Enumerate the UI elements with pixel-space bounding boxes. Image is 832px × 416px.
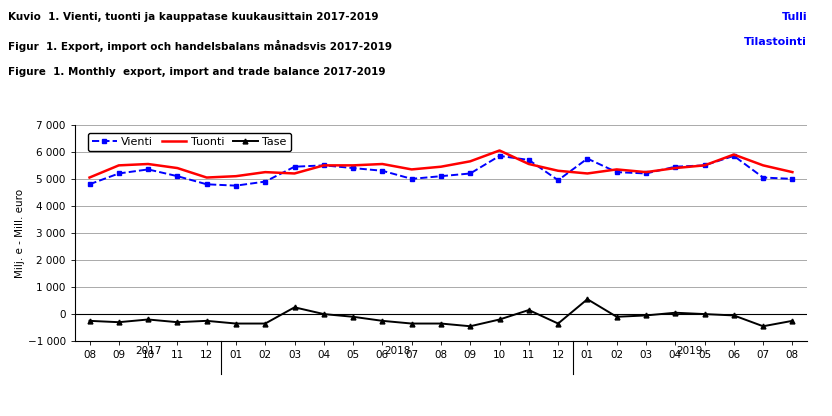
Tuonti <box>85 175 95 180</box>
Tase <box>700 312 710 317</box>
Vienti <box>172 174 182 179</box>
Vienti <box>758 175 768 180</box>
Vienti <box>671 164 681 169</box>
Text: 2018: 2018 <box>384 346 410 356</box>
Vienti <box>612 170 622 175</box>
Vienti <box>436 174 446 179</box>
Vienti <box>114 171 124 176</box>
Tuonti <box>494 148 504 153</box>
Tuonti <box>172 166 182 171</box>
Text: Kuvio  1. Vienti, tuonti ja kauppatase kuukausittain 2017-2019: Kuvio 1. Vienti, tuonti ja kauppatase ku… <box>8 12 379 22</box>
Tase <box>671 310 681 315</box>
Tuonti <box>465 159 475 164</box>
Tase <box>378 318 388 323</box>
Tuonti <box>260 170 270 175</box>
Tuonti <box>290 171 300 176</box>
Vienti <box>348 166 358 171</box>
Tuonti <box>407 167 417 172</box>
Vienti <box>260 179 270 184</box>
Tuonti <box>612 167 622 172</box>
Vienti <box>290 164 300 169</box>
Vienti <box>201 182 211 187</box>
Tase <box>758 324 768 329</box>
Tase <box>85 318 95 323</box>
Text: 2017: 2017 <box>135 346 161 356</box>
Tase <box>201 318 211 323</box>
Tase <box>290 305 300 310</box>
Text: Tulli: Tulli <box>781 12 807 22</box>
Tase <box>436 321 446 326</box>
Tuonti <box>641 170 651 175</box>
Text: Figur  1. Export, import och handelsbalans månadsvis 2017-2019: Figur 1. Export, import och handelsbalan… <box>8 40 393 52</box>
Vienti <box>85 182 95 187</box>
Vienti <box>407 176 417 181</box>
Tuonti <box>114 163 124 168</box>
Tase <box>114 319 124 324</box>
Tuonti <box>524 161 534 166</box>
Tase <box>231 321 241 326</box>
Vienti <box>729 154 739 158</box>
Tase <box>143 317 153 322</box>
Vienti <box>378 168 388 173</box>
Vienti <box>787 176 797 181</box>
Tuonti <box>143 161 153 166</box>
Legend: Vienti, Tuonti, Tase: Vienti, Tuonti, Tase <box>87 133 291 151</box>
Tase <box>787 318 797 323</box>
Vienti <box>494 154 504 158</box>
Tuonti <box>348 163 358 168</box>
Vienti <box>524 157 534 162</box>
Tuonti <box>729 152 739 157</box>
Tuonti <box>671 166 681 171</box>
Tase <box>494 317 504 322</box>
Line: Tase: Tase <box>87 297 795 329</box>
Text: 2019: 2019 <box>676 346 703 356</box>
Tuonti <box>201 175 211 180</box>
Tase <box>407 321 417 326</box>
Tuonti <box>758 163 768 168</box>
Tase <box>612 314 622 319</box>
Vienti <box>700 163 710 168</box>
Line: Tuonti: Tuonti <box>90 151 792 178</box>
Tase <box>641 313 651 318</box>
Tuonti <box>582 171 592 176</box>
Tuonti <box>319 163 329 168</box>
Tuonti <box>231 174 241 179</box>
Vienti <box>553 178 563 183</box>
Tase <box>172 319 182 324</box>
Vienti <box>319 163 329 168</box>
Vienti <box>231 183 241 188</box>
Vienti <box>641 171 651 176</box>
Text: Tilastointi: Tilastointi <box>744 37 807 47</box>
Tuonti <box>378 161 388 166</box>
Tuonti <box>787 170 797 175</box>
Tase <box>553 321 563 326</box>
Vienti <box>582 156 592 161</box>
Y-axis label: Milj. e - Mill. euro: Milj. e - Mill. euro <box>15 188 25 277</box>
Vienti <box>143 167 153 172</box>
Tuonti <box>700 163 710 168</box>
Tase <box>582 297 592 302</box>
Vienti <box>465 171 475 176</box>
Tuonti <box>553 168 563 173</box>
Tase <box>465 324 475 329</box>
Tuonti <box>436 164 446 169</box>
Text: Figure  1. Monthly  export, import and trade balance 2017-2019: Figure 1. Monthly export, import and tra… <box>8 67 386 77</box>
Tase <box>729 313 739 318</box>
Tase <box>319 312 329 317</box>
Tase <box>524 307 534 312</box>
Tase <box>348 314 358 319</box>
Tase <box>260 321 270 326</box>
Line: Vienti: Vienti <box>87 154 795 188</box>
